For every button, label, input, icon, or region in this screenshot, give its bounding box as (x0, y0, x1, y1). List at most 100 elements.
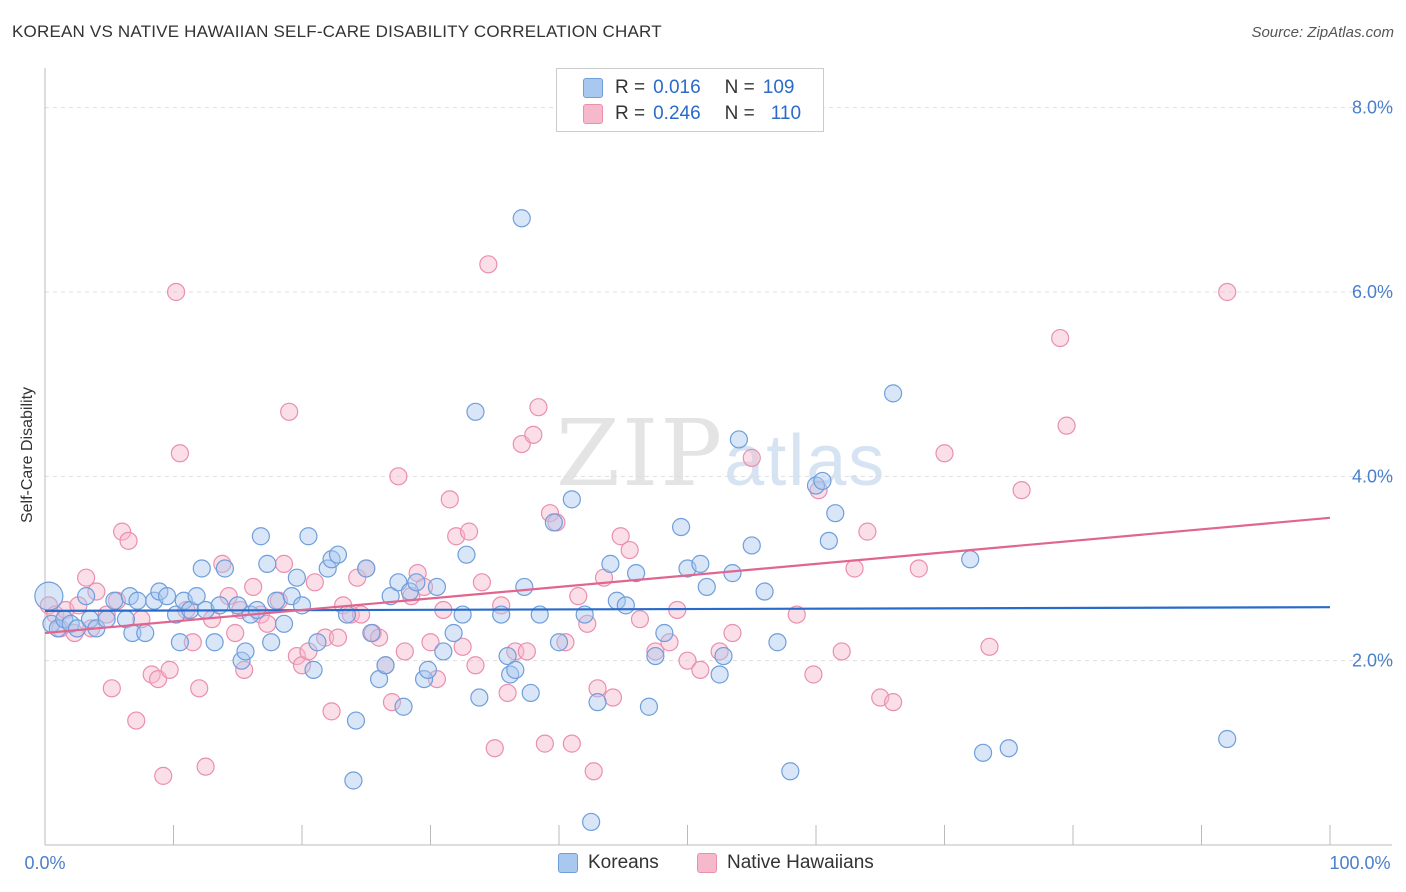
native-hawaiian-point (166, 282, 186, 302)
native-hawaiian-point (77, 568, 96, 587)
native-hawaiian-point (804, 665, 823, 684)
native-hawaiian-point (630, 610, 650, 629)
korean-point (781, 762, 800, 781)
native-hawaiian-point (453, 637, 472, 656)
x-tick-label: 100.0% (1329, 853, 1390, 873)
native-hawaiian-point (660, 633, 679, 652)
native-hawaiian-point (620, 540, 639, 560)
korean-point (498, 646, 517, 666)
y-tick-label: 4.0% (1352, 466, 1393, 486)
legend-item-native-hawaiians: Native Hawaiians (697, 852, 874, 874)
legend-n-value: 110 (770, 103, 802, 124)
korean-point (418, 660, 438, 679)
native-hawaiian-point (787, 605, 806, 624)
korean-point (549, 633, 569, 652)
watermark-sub: atlas (724, 421, 887, 501)
native-hawaiian-point (603, 688, 623, 707)
korean-point (755, 582, 774, 601)
native-hawaiian-point (556, 633, 575, 652)
series-legend: Koreans Native Hawaiians (0, 852, 1406, 876)
korean-point (444, 623, 463, 643)
korean-point (582, 812, 601, 832)
trend-layer (44, 516, 1331, 635)
native-hawaiian-point (742, 448, 761, 467)
korean-point (215, 559, 234, 578)
korean-point (1218, 729, 1237, 749)
korean-point (601, 554, 620, 573)
korean-point (236, 642, 255, 661)
native-hawaiian-point (1057, 416, 1076, 435)
native-hawaiian-point (935, 444, 954, 463)
legend-swatch-koreans (558, 853, 578, 873)
korean-point (434, 642, 453, 661)
korean-point (999, 739, 1018, 758)
korean-point (742, 536, 761, 555)
korean-point (262, 633, 281, 652)
korean-point (187, 587, 206, 606)
x-tick-label: 0.0% (24, 853, 65, 873)
korean-point (128, 591, 147, 610)
korean-point (299, 527, 318, 546)
korean-point (427, 577, 447, 597)
korean-point (376, 656, 395, 675)
legend-r-value: 0.016 (653, 77, 701, 98)
native-hawaiian-point (678, 651, 697, 670)
native-hawaiian-point (980, 637, 999, 656)
legend-swatch-native-hawaiians (697, 853, 717, 873)
korean-point (616, 596, 635, 615)
korean-point (232, 651, 251, 670)
native-hawaiian-point (723, 623, 742, 643)
y-tick-label: 2.0% (1352, 651, 1393, 671)
native-hawaiian-point (845, 559, 864, 578)
native-hawaiian-point (498, 683, 517, 703)
legend-r-label: R = (615, 103, 646, 124)
native-hawaiian-point (226, 623, 245, 643)
native-hawaiian-point (472, 573, 491, 592)
legend-label-native-hawaiians: Native Hawaiians (727, 852, 874, 873)
native-hawaiian-point (1051, 328, 1070, 348)
korean-point (655, 623, 674, 643)
native-hawaiian-point (524, 425, 543, 444)
korean-point (282, 587, 301, 606)
native-hawaiian-point (328, 628, 348, 647)
korean-point (562, 490, 581, 509)
korean-point (328, 545, 348, 564)
korean-point (61, 614, 80, 633)
native-hawaiian-point (611, 527, 630, 546)
korean-point (883, 384, 903, 403)
korean-trend-line (44, 606, 1331, 612)
legend-label-koreans: Koreans (588, 852, 659, 873)
native-hawaiian-point (529, 398, 548, 417)
native-hawaiian-point (1218, 282, 1237, 302)
korean-point (267, 591, 286, 610)
native-hawaiian-point (112, 522, 132, 541)
axis-layer (44, 68, 1392, 846)
native-hawaiian-point (479, 255, 498, 274)
native-hawaiian-point (170, 444, 190, 463)
native-hawaiian-point (102, 679, 121, 698)
native-hawaiian-point (584, 762, 603, 781)
native-hawaiian-point (646, 642, 665, 661)
korean-point (308, 633, 327, 652)
korean-point (697, 577, 716, 597)
native-hawaiian-point (540, 504, 560, 523)
korean-point (466, 402, 485, 421)
korean-point (588, 693, 607, 712)
korean-point (97, 610, 116, 629)
korean-point (512, 209, 531, 228)
native-hawaiian-point (142, 665, 161, 684)
korean-point (414, 669, 434, 689)
native-hawaiian-point (459, 522, 479, 541)
y-tick-label: 8.0% (1352, 98, 1393, 118)
korean-point (470, 688, 489, 707)
korean-point (729, 430, 749, 449)
native-hawaiian-point (389, 467, 408, 486)
native-hawaiian-point (909, 559, 928, 578)
korean-point (344, 771, 363, 790)
korean-point (337, 605, 357, 624)
korean-point (826, 504, 845, 523)
native-hawaiian-point (562, 734, 581, 753)
legend-r-value: 0.246 (653, 103, 701, 124)
native-hawaiian-point (160, 660, 179, 679)
